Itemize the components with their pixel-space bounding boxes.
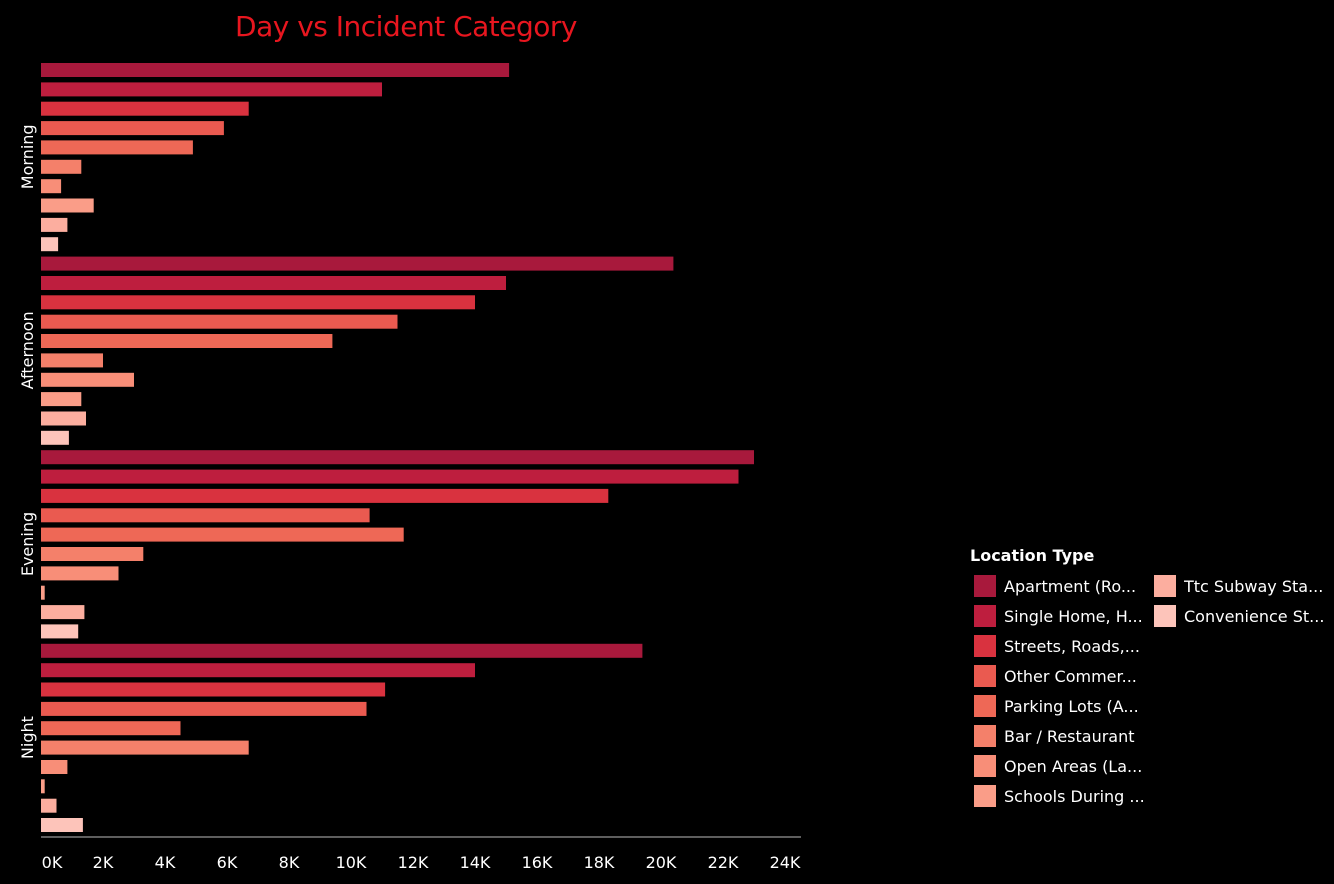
legend-label: Single Home, H... [1004, 606, 1143, 626]
bar [41, 295, 475, 310]
bar [41, 585, 45, 600]
bar [41, 779, 45, 794]
legend-item[interactable]: Open Areas (La... [970, 751, 1150, 781]
legend-label: Convenience St... [1184, 606, 1325, 626]
x-tick-label: 16K [522, 853, 553, 872]
legend-item[interactable]: Convenience St... [1150, 601, 1330, 631]
bar [41, 740, 249, 755]
legend-label: Streets, Roads,... [1004, 636, 1140, 656]
legend: Location Type Apartment (Ro... Single Hom… [970, 546, 1334, 811]
x-tick-label: 2K [93, 853, 114, 872]
bar [41, 760, 68, 774]
x-tick-label: 18K [584, 853, 615, 872]
bar [41, 605, 85, 620]
legend-item[interactable]: Parking Lots (A... [970, 691, 1150, 721]
legend-label: Apartment (Ro... [1004, 576, 1137, 596]
x-tick-label: 24K [770, 853, 801, 872]
legend-item[interactable]: Single Home, H... [970, 601, 1150, 631]
bar [41, 314, 398, 329]
group-label: Evening [18, 512, 37, 576]
bar [41, 159, 82, 174]
bar [41, 430, 69, 445]
bar [41, 682, 386, 697]
bar [41, 508, 370, 523]
bar [41, 643, 643, 658]
bar [41, 63, 510, 77]
bar [41, 818, 83, 832]
x-tick-label: 8K [279, 853, 300, 872]
legend-label: Other Commer... [1004, 666, 1137, 686]
bar [41, 82, 382, 97]
legend-item[interactable]: Schools During ... [970, 781, 1150, 811]
bar [41, 353, 103, 368]
legend-swatch [974, 635, 996, 657]
bar [41, 527, 404, 542]
x-tick-label: 20K [646, 853, 677, 872]
legend-label: Open Areas (La... [1004, 756, 1143, 776]
x-tick-label: 6K [217, 853, 238, 872]
bar [41, 101, 249, 116]
bar [41, 372, 134, 387]
legend-swatch [974, 605, 996, 627]
legend-swatch [974, 755, 996, 777]
bar [41, 663, 475, 678]
legend-item[interactable]: Streets, Roads,... [970, 631, 1150, 661]
bar [41, 488, 609, 503]
legend-items: Apartment (Ro... Single Home, H... Streets… [970, 571, 1334, 811]
chart-title: Day vs Incident Category [235, 10, 577, 43]
bar [41, 179, 62, 194]
bar [41, 547, 144, 561]
legend-item[interactable]: Bar / Restaurant [970, 721, 1150, 751]
bar [41, 798, 57, 813]
bar-chart-plot: Morning Afternoon Evening Night 0K 2K 4K 6K 8K 10… [18, 63, 801, 872]
legend-swatch [974, 785, 996, 807]
bar [41, 276, 506, 290]
x-tick-label: 0K [42, 853, 63, 872]
bar [41, 237, 59, 252]
legend-swatch [974, 725, 996, 747]
legend-label: Ttc Subway Sta... [1184, 576, 1324, 596]
group-label: Night [18, 716, 37, 759]
legend-label: Schools During ... [1004, 786, 1145, 806]
legend-item[interactable]: Ttc Subway Sta... [1150, 571, 1330, 601]
bar [41, 392, 82, 407]
bar [41, 469, 739, 484]
bar [41, 334, 333, 348]
bar [41, 140, 193, 155]
bar [41, 256, 674, 271]
legend-title: Location Type [970, 546, 1095, 565]
bar [41, 217, 68, 232]
legend-label: Bar / Restaurant [1004, 726, 1135, 746]
x-tick-label: 22K [708, 853, 739, 872]
bar [41, 624, 79, 639]
bar [41, 566, 119, 581]
group-label: Afternoon [18, 311, 37, 389]
legend-swatch [1154, 605, 1176, 627]
legend-item[interactable]: Other Commer... [970, 661, 1150, 691]
legend-swatch [974, 575, 996, 597]
bar [41, 121, 224, 136]
bar [41, 198, 94, 213]
legend-item[interactable]: Apartment (Ro... [970, 571, 1150, 601]
legend-swatch [974, 665, 996, 687]
bar [41, 450, 754, 465]
group-label: Morning [18, 124, 37, 189]
bar [41, 721, 181, 736]
bar [41, 701, 367, 716]
x-tick-label: 14K [460, 853, 491, 872]
legend-swatch [974, 695, 996, 717]
bar [41, 411, 86, 426]
x-tick-label: 4K [155, 853, 176, 872]
x-tick-label: 10K [336, 853, 367, 872]
legend-label: Parking Lots (A... [1004, 696, 1139, 716]
legend-swatch [1154, 575, 1176, 597]
x-tick-label: 12K [398, 853, 429, 872]
